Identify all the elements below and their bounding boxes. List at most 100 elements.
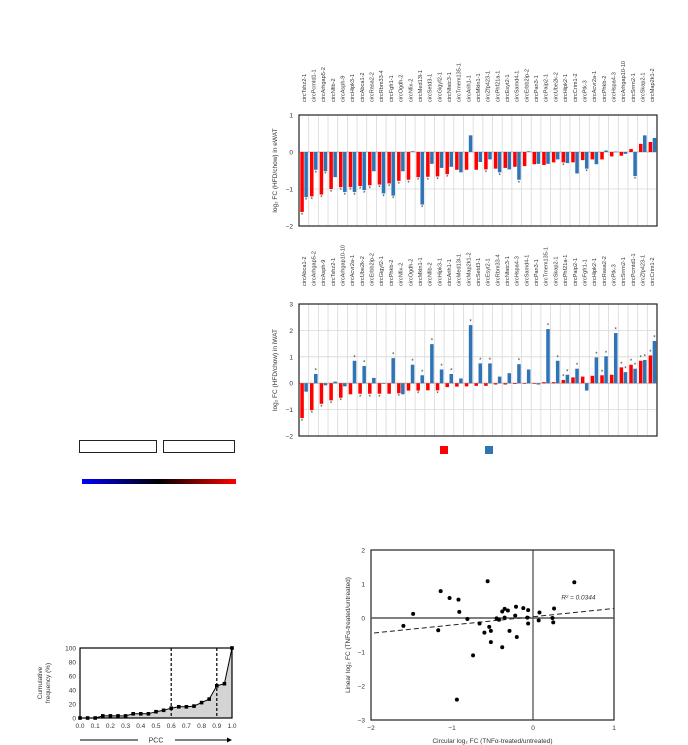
significance-marker: * xyxy=(431,339,434,345)
bar-linear xyxy=(497,152,502,173)
scatter-point xyxy=(411,611,416,616)
category-label: circPan3-1 xyxy=(534,259,540,286)
category-label: circGigyf2-1 xyxy=(379,256,385,286)
plot-frame xyxy=(79,647,233,719)
significance-marker: * xyxy=(359,395,362,401)
bar-linear xyxy=(613,151,618,153)
bar-circular xyxy=(348,383,353,395)
bar-linear xyxy=(391,358,395,384)
bar-circular xyxy=(329,383,333,401)
significance-marker: * xyxy=(421,370,424,376)
significance-marker: * xyxy=(330,190,333,196)
trendline xyxy=(373,607,615,634)
x-axis-label: PCC xyxy=(149,738,164,745)
category-label: circOgdh-2 xyxy=(408,259,414,286)
x-tick-label: 0.8 xyxy=(197,723,206,730)
bar-circular xyxy=(339,152,343,188)
bar-circular xyxy=(484,383,488,386)
significance-marker: * xyxy=(311,197,314,203)
scatter-point xyxy=(438,589,443,594)
bar-linear xyxy=(517,152,521,180)
bar-linear xyxy=(623,152,628,154)
bar-linear xyxy=(613,333,618,384)
bar-circular xyxy=(619,152,624,156)
category-label: circArhgap5-2 xyxy=(321,67,327,102)
y-tick-label: −1 xyxy=(286,407,294,414)
significance-marker: * xyxy=(644,354,647,360)
bar-linear xyxy=(478,152,483,162)
cumulative-point xyxy=(161,708,166,713)
category-label: circSamd4-1 xyxy=(515,71,521,102)
significance-marker: * xyxy=(634,363,637,369)
cumulative-point xyxy=(222,681,227,686)
bar-linear xyxy=(575,368,579,384)
significance-marker: * xyxy=(446,175,449,181)
bar-circular xyxy=(377,152,382,185)
bar-circular xyxy=(532,152,537,165)
x-tick-label: 0.1 xyxy=(91,723,100,730)
scatter-point xyxy=(454,697,459,702)
category-label: circHipk3-1 xyxy=(350,74,356,102)
category-label: circNfix-2 xyxy=(399,263,405,286)
significance-marker: * xyxy=(547,324,550,330)
bar-linear xyxy=(304,383,308,392)
bar-circular xyxy=(358,152,362,187)
x-tick-label: 0.6 xyxy=(167,723,176,730)
bar-linear xyxy=(478,363,483,384)
category-label: circPaip2-1 xyxy=(544,74,550,102)
scatter-point xyxy=(465,617,470,622)
bar-linear xyxy=(488,363,492,384)
bar-linear xyxy=(459,152,463,173)
significance-marker: * xyxy=(485,170,488,176)
category-label: circZfp423-1 xyxy=(486,71,492,102)
bar-circular xyxy=(309,383,314,411)
bar-circular xyxy=(571,377,575,384)
y-tick-label: 1 xyxy=(289,113,293,120)
bar-linear xyxy=(372,152,376,172)
category-label: circArih1-1 xyxy=(447,259,453,286)
significance-marker: * xyxy=(305,198,308,204)
category-label: circSrrm2-1 xyxy=(631,73,637,102)
category-label: circErbb2ip-2 xyxy=(524,69,530,102)
bar-circular xyxy=(648,142,653,152)
linear-group-label xyxy=(163,440,235,453)
scatter-point xyxy=(537,610,542,615)
bar-circular xyxy=(368,383,372,394)
bar-circular xyxy=(513,152,517,167)
category-label: circAbca1-2 xyxy=(360,72,366,102)
x-tick-label: 0.7 xyxy=(182,723,191,730)
significance-marker: * xyxy=(620,362,623,368)
category-label: circSrrm2-1 xyxy=(621,257,627,286)
y-tick-label: 100 xyxy=(65,646,76,653)
category-label: circMap2k1-2 xyxy=(650,68,656,102)
bar-linear xyxy=(594,152,599,165)
bar-linear xyxy=(594,357,599,384)
cumulative-area xyxy=(80,648,232,718)
bar-linear xyxy=(439,152,444,168)
bar-circular xyxy=(629,149,633,152)
x-tick-label: 0.2 xyxy=(106,723,115,730)
bar-circular xyxy=(561,152,566,163)
category-label: circMap2k1-2 xyxy=(466,252,472,286)
scatter-point xyxy=(502,615,507,620)
category-label: circArih1-1 xyxy=(466,75,472,102)
scatter-point xyxy=(488,640,493,645)
significance-marker: * xyxy=(489,358,492,364)
significance-marker: * xyxy=(324,172,327,178)
x-tick-label: 0.5 xyxy=(151,723,160,730)
significance-marker: * xyxy=(392,197,395,203)
category-label: circNfatc3-1 xyxy=(447,72,453,102)
bar-linear xyxy=(323,152,328,172)
bar-linear xyxy=(420,375,424,384)
bar-circular xyxy=(619,367,624,384)
significance-marker: * xyxy=(427,178,430,184)
significance-marker: * xyxy=(421,206,424,212)
significance-marker: * xyxy=(518,181,521,187)
bar-circular xyxy=(629,364,633,384)
significance-marker: * xyxy=(436,391,439,397)
significance-marker: * xyxy=(562,375,565,381)
x-tick-label: 0.0 xyxy=(75,723,84,730)
significance-marker: * xyxy=(417,178,420,184)
bar-linear xyxy=(555,360,560,384)
significance-marker: * xyxy=(615,328,618,334)
